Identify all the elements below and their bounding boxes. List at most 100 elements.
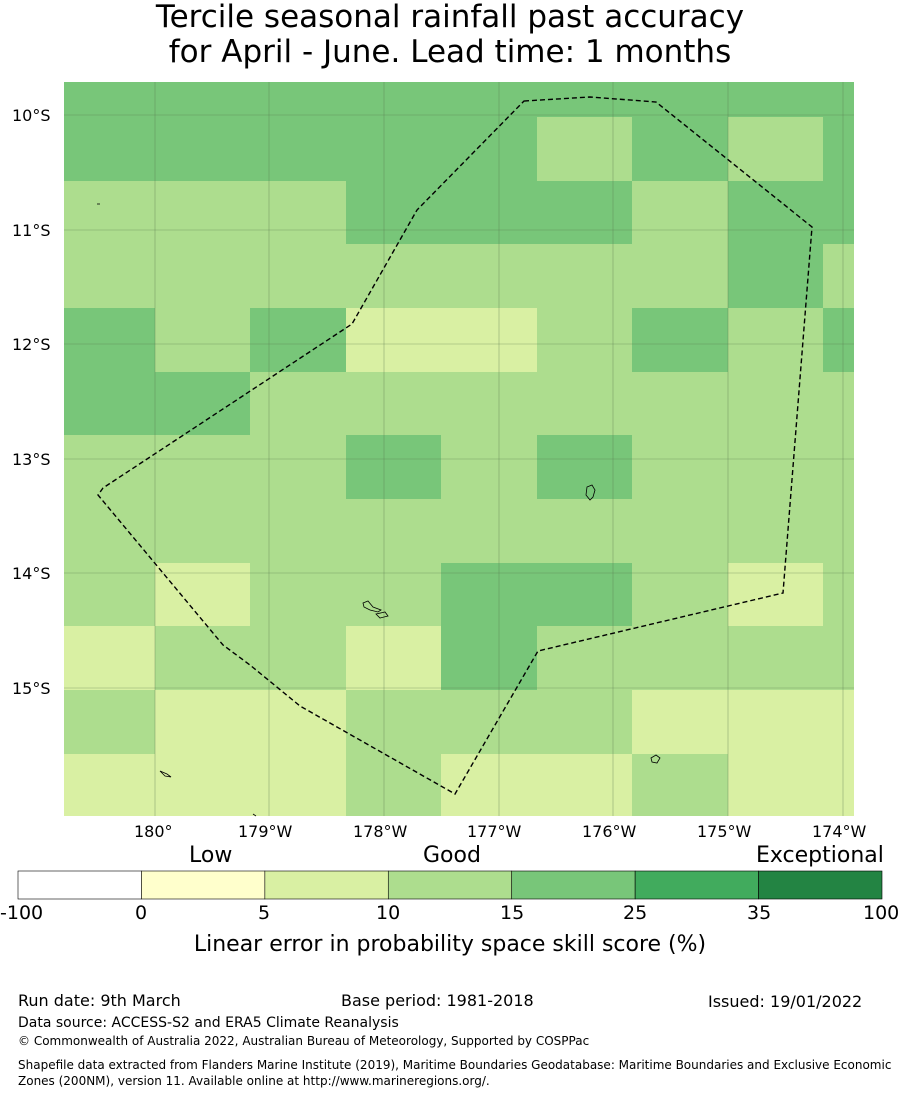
skill-cell (250, 563, 346, 626)
lat-label-12s: 12°S (12, 335, 51, 354)
colorbar (17, 870, 883, 900)
skill-cell (155, 372, 250, 435)
skill-cell (728, 181, 823, 244)
skill-cell (823, 690, 854, 754)
skill-cell (250, 690, 346, 754)
lat-label-11s: 11°S (12, 221, 51, 240)
skill-cell (823, 244, 854, 308)
skill-cell (441, 82, 537, 117)
skill-cell (64, 244, 155, 308)
skill-cell (64, 181, 155, 244)
skill-cell (155, 181, 250, 244)
skill-cell (155, 82, 250, 117)
skill-cell (155, 435, 250, 499)
lat-label-10s: 10°S (12, 106, 51, 125)
skill-cell (64, 82, 155, 117)
skill-cell (346, 626, 441, 690)
skill-cell (64, 754, 155, 816)
colorbar-category-exceptional: Exceptional (756, 843, 884, 868)
skill-cell (346, 754, 441, 816)
colorbar-segment (511, 870, 636, 900)
skill-cell (346, 435, 441, 499)
skill-cell (441, 181, 537, 244)
colorbar-tick: 5 (258, 902, 271, 924)
skill-cell (537, 308, 632, 372)
skill-cell (823, 181, 854, 244)
skill-cell (441, 244, 537, 308)
skill-cell (155, 308, 250, 372)
lon-label-174w: 174°W (812, 822, 867, 841)
skill-cell (64, 690, 155, 754)
skill-cell (823, 626, 854, 690)
skill-cell (346, 690, 441, 754)
colorbar-segment (264, 870, 389, 900)
skill-cell (823, 754, 854, 816)
island-bottom (252, 813, 257, 817)
skill-cell (632, 181, 728, 244)
skill-cell (632, 244, 728, 308)
skill-cell (823, 372, 854, 435)
colorbar-segment (634, 870, 759, 900)
skill-cell (728, 499, 823, 563)
skill-cell (537, 690, 632, 754)
skill-cell (64, 372, 155, 435)
skill-cell (632, 499, 728, 563)
colorbar-segment (17, 870, 142, 900)
skill-cell (728, 626, 823, 690)
skill-cell (250, 181, 346, 244)
skill-cell (64, 308, 155, 372)
skill-cell (346, 372, 441, 435)
skill-cell (346, 244, 441, 308)
skill-cell (537, 181, 632, 244)
eez-boundary (97, 96, 813, 795)
lat-label-14s: 14°S (12, 564, 51, 583)
skill-cell (441, 690, 537, 754)
skill-cell (250, 244, 346, 308)
skill-cell (537, 754, 632, 816)
skill-cell (155, 754, 250, 816)
skill-cell (823, 563, 854, 626)
colorbar-tick: 10 (376, 902, 401, 924)
colorbar-tick: -100 (0, 902, 44, 924)
skill-cell (64, 435, 155, 499)
skill-cell (537, 372, 632, 435)
skill-cell (537, 499, 632, 563)
skill-cell (728, 372, 823, 435)
lon-label-176w: 176°W (582, 822, 637, 841)
skill-cell (632, 626, 728, 690)
skill-cell (346, 308, 441, 372)
lon-label-177w: 177°W (467, 822, 522, 841)
skill-cell (632, 372, 728, 435)
colorbar-tick: 35 (747, 902, 772, 924)
lat-label-15s: 15°S (12, 679, 51, 698)
colorbar-axis-label: Linear error in probability space skill … (193, 932, 707, 957)
skill-cell (346, 563, 441, 626)
skill-cell (250, 626, 346, 690)
skill-cell (250, 499, 346, 563)
skill-cell (346, 499, 441, 563)
lon-label-180: 180° (134, 822, 173, 841)
skill-cell (823, 499, 854, 563)
skill-cell (250, 754, 346, 816)
colorbar-segment (141, 870, 266, 900)
skill-cell (728, 308, 823, 372)
skill-cell (537, 563, 632, 626)
data-source: Data source: ACCESS-S2 and ERA5 Climate … (18, 1015, 399, 1031)
skill-grid (64, 82, 854, 816)
skill-cell (346, 82, 441, 117)
graticule (64, 82, 854, 816)
skill-cell (441, 563, 537, 626)
skill-cell (823, 435, 854, 499)
skill-cell (632, 563, 728, 626)
skill-cell (823, 82, 854, 117)
colorbar-segment (387, 870, 513, 900)
skill-cell (537, 244, 632, 308)
base-period: Base period: 1981-2018 (341, 991, 534, 1010)
skill-cell (537, 626, 632, 690)
colorbar-tick: 25 (623, 902, 648, 924)
colorbar-tick: 15 (500, 902, 525, 924)
map-title-line-2: for April - June. Lead time: 1 months (168, 34, 732, 70)
island-wallis (362, 600, 382, 613)
skill-cell (250, 372, 346, 435)
map-title-line-1: Tercile seasonal rainfall past accuracy (155, 0, 745, 35)
